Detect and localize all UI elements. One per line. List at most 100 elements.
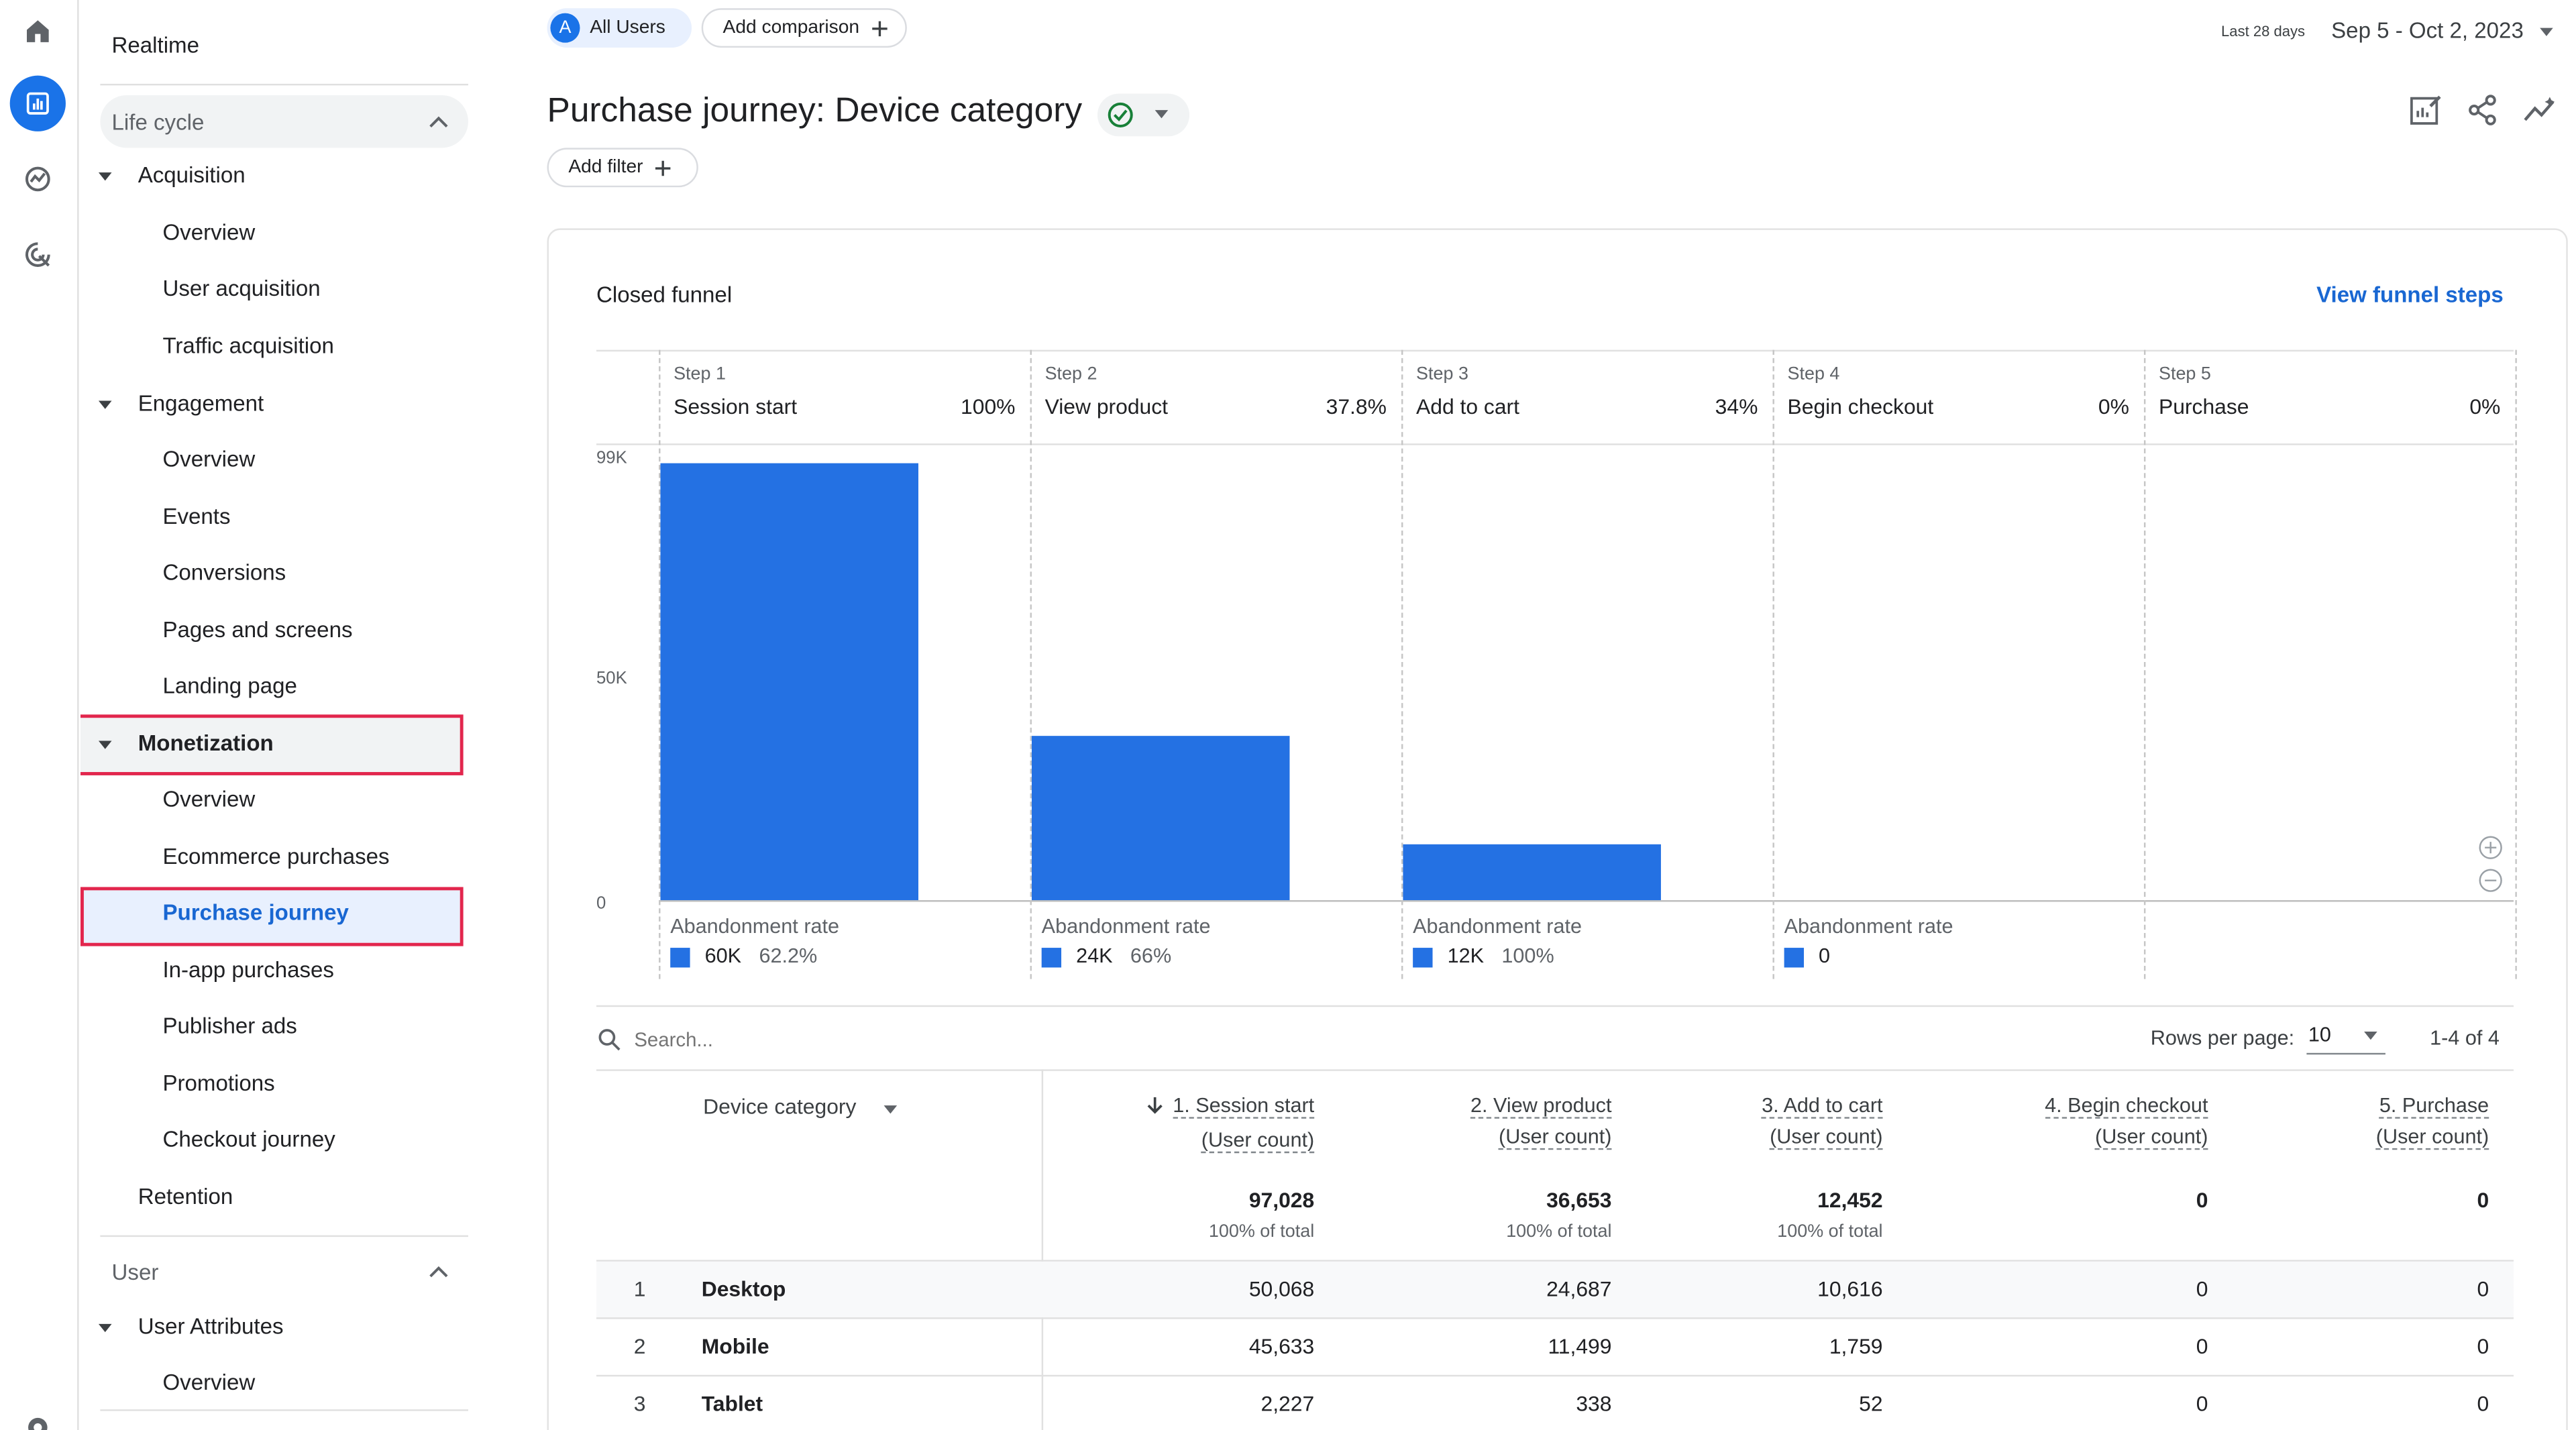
nav-ecommerce-purchases[interactable]: Ecommerce purchases [162,844,390,869]
plus-icon [655,160,672,176]
insights-icon[interactable] [2522,94,2558,127]
funnel-bar[interactable] [1403,844,1661,901]
abandonment-value: 60K [704,944,742,968]
segment-avatar: A [550,13,580,43]
nav-user-acquisition[interactable]: User acquisition [162,276,321,301]
settings-icon[interactable] [10,1400,66,1430]
step-percent: 37.8% [1326,394,1387,419]
funnel-bar[interactable] [660,463,918,901]
column-header-line2: (User count) [2095,1125,2208,1150]
abandonment-swatch [1041,948,1062,968]
nav-events[interactable]: Events [162,504,231,529]
segment-chip[interactable]: A All Users [547,8,692,48]
column-header[interactable]: 3. Add to cart (User count) [1554,1091,1883,1153]
nav-realtime[interactable]: Realtime [111,32,200,58]
row-number: 2 [633,1333,646,1359]
column-total: 0 [2196,1187,2208,1213]
rows-per-page-select[interactable]: 10 [2306,1018,2385,1055]
abandonment-swatch [1413,948,1433,968]
caret-down-icon[interactable] [98,172,112,181]
nav-publisher-ads[interactable]: Publisher ads [162,1013,297,1038]
caret-down-icon [2364,1031,2377,1040]
grid-line [596,443,2514,445]
column-header[interactable]: 4. Begin checkout (User count) [1880,1091,2208,1153]
caret-down-icon[interactable] [98,740,112,749]
edit-report-icon[interactable] [2408,94,2443,128]
nav-traffic-acquisition[interactable]: Traffic acquisition [162,333,334,358]
nav-mon-overview[interactable]: Overview [162,787,256,812]
add-comparison-button[interactable]: Add comparison [701,8,907,48]
step-divider [659,349,661,979]
caret-down-icon[interactable] [2540,28,2553,36]
home-icon[interactable] [10,3,66,59]
column-header-line1: 2. View product [1470,1094,1612,1119]
divider [100,1409,468,1411]
nav-eng-overview[interactable]: Overview [162,447,256,472]
table-cell: 0 [2196,1276,2208,1301]
nav-checkout-journey[interactable]: Checkout journey [162,1127,335,1152]
date-range[interactable]: Sep 5 - Oct 2, 2023 [2331,17,2524,43]
row-dimension-value: Mobile [701,1333,769,1359]
zoom-in-icon[interactable] [2477,834,2504,861]
column-total: 36,653 [1546,1187,1612,1213]
explore-icon[interactable] [10,151,66,207]
step-divider [2515,349,2517,979]
row-number: 1 [633,1276,646,1301]
share-icon[interactable] [2466,94,2499,127]
divider [596,1069,2514,1071]
table-cell: 338 [1576,1391,1612,1417]
caret-down-icon[interactable] [98,1323,112,1333]
nav-landing-page[interactable]: Landing page [162,673,297,698]
table-search-input[interactable] [634,1025,1128,1055]
column-total: 12,452 [1817,1187,1883,1213]
table-row[interactable] [596,1261,2514,1318]
nav-conversions[interactable]: Conversions [162,560,286,585]
add-filter-button[interactable]: Add filter [547,148,698,188]
selected-row-bg [83,890,460,943]
nav-pages-and-screens[interactable]: Pages and screens [162,617,353,643]
reports-icon[interactable] [9,75,66,131]
nav-purchase-journey[interactable]: Purchase journey [162,900,349,925]
title-status-pill[interactable] [1097,93,1190,137]
row-number: 3 [633,1391,646,1417]
sidebar: Realtime Life cycle Acquisition Overview… [80,0,547,1430]
table-cell: 0 [2477,1333,2489,1359]
column-header[interactable]: 1. Session start (User count) [985,1091,1315,1156]
step-label: Step 1 [674,364,726,385]
abandonment-label: Abandonment rate [670,915,840,938]
step-percent: 34% [1715,394,1758,419]
nav-monetization[interactable]: Monetization [138,730,274,756]
nav-engagement[interactable]: Engagement [138,390,264,416]
column-header-line1: 1. Session start [1173,1094,1315,1119]
nav-acq-overview[interactable]: Overview [162,220,256,245]
caret-down-icon[interactable] [883,1105,898,1114]
segment-label: All Users [590,17,665,38]
section-user[interactable]: User [100,1245,468,1298]
nav-ua-overview[interactable]: Overview [162,1370,256,1395]
nav-user-attributes[interactable]: User Attributes [138,1314,284,1339]
column-header-line2: (User count) [2375,1125,2489,1150]
nav-retention[interactable]: Retention [138,1184,233,1209]
column-header-line2: (User count) [1770,1125,1883,1150]
column-header[interactable]: 5. Purchase (User count) [2160,1091,2489,1153]
dimension-selector[interactable]: Device category [703,1094,857,1119]
check-circle-icon [1108,102,1133,127]
view-funnel-steps-link[interactable]: View funnel steps [2316,282,2504,307]
caret-down-icon[interactable] [98,400,112,409]
table-cell: 0 [2477,1391,2489,1417]
column-header-line2: (User count) [1201,1128,1315,1154]
advertising-icon[interactable] [10,227,66,282]
column-header[interactable]: 2. View product (User count) [1283,1091,1612,1153]
y-axis-tick-label: 99K [596,448,627,468]
zoom-out-icon[interactable] [2477,867,2504,893]
abandonment-value: 24K [1076,944,1113,968]
table-cell: 2,227 [1260,1391,1315,1417]
section-lifecycle[interactable]: Life cycle [100,95,468,148]
abandonment-percent: 62.2% [759,944,818,968]
abandonment-label: Abandonment rate [1784,915,1953,938]
nav-acquisition[interactable]: Acquisition [138,162,246,188]
funnel-bar[interactable] [1031,735,1290,901]
table-cell: 0 [2196,1391,2208,1417]
nav-in-app-purchases[interactable]: In-app purchases [162,957,334,983]
nav-promotions[interactable]: Promotions [162,1070,275,1096]
